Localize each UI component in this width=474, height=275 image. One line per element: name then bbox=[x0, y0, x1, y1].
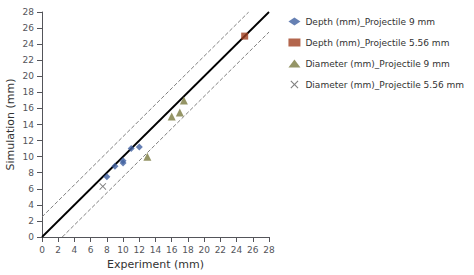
svg-text:28: 28 bbox=[23, 7, 35, 17]
svg-text:10: 10 bbox=[23, 152, 35, 162]
svg-text:10: 10 bbox=[117, 245, 129, 255]
svg-text:0: 0 bbox=[28, 232, 34, 242]
svg-text:8: 8 bbox=[28, 168, 34, 178]
svg-text:Diameter (mm)_Projectile 9 mm: Diameter (mm)_Projectile 9 mm bbox=[305, 59, 449, 69]
svg-text:24: 24 bbox=[23, 39, 35, 49]
svg-text:18: 18 bbox=[23, 87, 35, 97]
svg-text:12: 12 bbox=[134, 245, 145, 255]
svg-text:4: 4 bbox=[28, 200, 34, 210]
svg-text:Simulation (mm): Simulation (mm) bbox=[4, 78, 17, 170]
svg-text:Depth (mm)_Projectile 5.56 mm: Depth (mm)_Projectile 5.56 mm bbox=[305, 38, 449, 48]
svg-text:20: 20 bbox=[23, 71, 35, 81]
svg-text:22: 22 bbox=[23, 55, 34, 65]
svg-text:14: 14 bbox=[23, 120, 35, 130]
svg-text:16: 16 bbox=[166, 245, 178, 255]
svg-text:2: 2 bbox=[28, 216, 34, 226]
svg-text:20: 20 bbox=[198, 245, 210, 255]
svg-text:6: 6 bbox=[88, 245, 94, 255]
svg-text:28: 28 bbox=[263, 245, 275, 255]
svg-text:12: 12 bbox=[23, 136, 34, 146]
svg-text:16: 16 bbox=[23, 103, 35, 113]
svg-text:18: 18 bbox=[182, 245, 194, 255]
svg-text:Depth (mm)_Projectile 9 mm: Depth (mm)_Projectile 9 mm bbox=[305, 17, 435, 27]
svg-text:Experiment (mm): Experiment (mm) bbox=[107, 258, 204, 271]
svg-text:Diameter (mm)_Projectile 5.56: Diameter (mm)_Projectile 5.56 mm bbox=[305, 80, 464, 90]
svg-text:26: 26 bbox=[247, 245, 259, 255]
svg-text:14: 14 bbox=[150, 245, 162, 255]
svg-text:2: 2 bbox=[55, 245, 61, 255]
svg-text:8: 8 bbox=[104, 245, 110, 255]
svg-text:26: 26 bbox=[23, 23, 35, 33]
svg-text:22: 22 bbox=[215, 245, 226, 255]
svg-text:4: 4 bbox=[72, 245, 78, 255]
svg-text:24: 24 bbox=[231, 245, 243, 255]
svg-text:6: 6 bbox=[28, 184, 34, 194]
svg-text:0: 0 bbox=[39, 245, 45, 255]
